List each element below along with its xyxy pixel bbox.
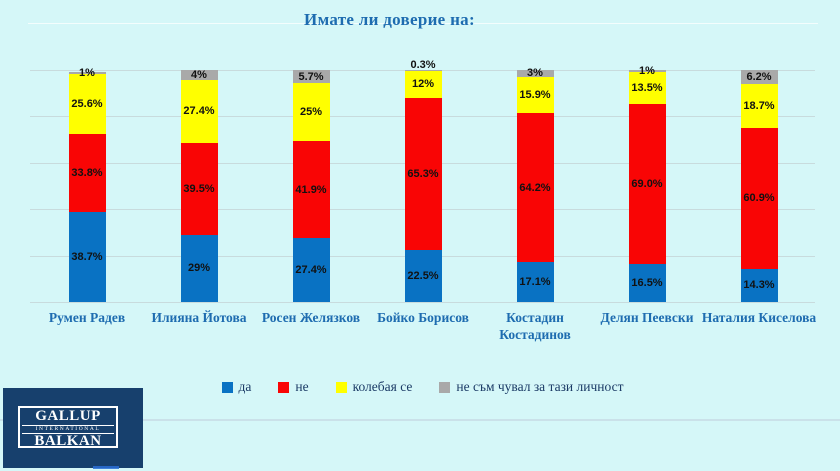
category-label: Наталия Киселова [701,310,817,325]
bar-segment: 1% [68,67,106,79]
legend-label: колебая се [352,379,413,394]
bar-5: 17.1% 64.2% 15.9% 3% [516,67,554,302]
segment-label: 69.0% [631,177,663,190]
bar-segment: 18.7% [740,84,778,128]
legend-swatch [278,381,290,393]
segment-label: 33.8% [71,167,103,180]
category-label: Илияна Йотова [151,310,247,325]
segment-label: 27.4% [295,264,327,277]
segment-label: 6.2% [746,70,772,83]
segment-label: 25.6% [71,98,103,111]
segment-label: 38.7% [71,251,103,264]
segment-label: 27.4% [183,105,215,118]
segment-label: 65.3% [407,168,439,181]
bar-2: 29% 39.5% 27.4% 4% [180,68,218,302]
legend-swatch [439,381,451,393]
category-label: Костадин Костадинов [499,310,571,342]
chart-title: Имате ли доверие на: [304,10,475,29]
bar-segment: 1% [628,65,666,77]
segment-label: 18.7% [743,99,775,112]
legend-swatch [335,381,347,393]
segment-label: 25% [299,106,323,119]
bar-segment: 5.7% [292,70,330,84]
segment-label: 29% [187,262,211,275]
legend-label: не съм чувал за тази личност [456,379,624,394]
bar-7: 14.3% 60.9% 18.7% 6.2% [740,69,778,302]
segment-label: 1% [79,67,95,80]
bar-segment: 33.8% [68,133,106,213]
bar-4: 22.5% 65.3% 12% 0.3% [404,59,442,302]
segment-label: 15.9% [519,88,551,101]
segment-label: 13.5% [631,82,663,94]
legend-item: колебая се [335,379,413,395]
bar-1: 38.7% 33.8% 25.6% 1% [68,67,106,302]
bar-segment: 41.9% [292,141,330,239]
bar-segment: 22.5% [404,249,442,302]
category-label: Делян Пеевски [600,310,694,325]
bar-segment: 0.3% [404,59,442,71]
bar-segment: 12% [404,70,442,99]
bar-segment: 60.9% [740,127,778,269]
segment-label: 17.1% [519,276,551,289]
bar-segment: 25.6% [68,74,106,134]
segment-label: 16.5% [631,276,663,289]
bar-segment: 6.2% [740,69,778,85]
segment-label: 12% [411,78,435,91]
gallup-logo-box: GALLUP INTERNATIONAL BALKAN [18,406,118,449]
bar-segment: 16.5% [628,263,666,302]
segment-label: 60.9% [743,192,775,205]
segment-label: 3% [527,67,543,80]
legend: да не колебая се не съм чувал за тази лично… [30,379,815,395]
bottom-divider-line [0,419,840,421]
bar-segment: 14.3% [740,268,778,302]
top-divider-line [28,23,818,24]
bar-segment: 64.2% [516,113,554,263]
logo-fineprint [93,466,119,469]
segment-label: 14.3% [743,279,775,292]
bar-segment: 25% [292,83,330,142]
legend-item: не съм чувал за тази личност [439,379,623,395]
segment-label: 41.9% [295,183,327,196]
bar-6: 16.5% 69.0% 13.5% 1% [628,65,666,302]
segment-label: 5.7% [298,70,324,83]
gridline [30,302,815,303]
bar-segment: 27.4% [292,238,330,302]
bar-segment: 29% [180,234,218,302]
legend-item: да [221,379,252,395]
bar-segment: 38.7% [68,212,106,302]
bar-segment: 3% [516,67,554,80]
bar-segment: 39.5% [180,143,218,235]
bar-3: 27.4% 41.9% 25% 5.7% [292,70,330,302]
legend-label: да [238,379,252,394]
legend-swatch [221,381,233,393]
logo-text-gallup: GALLUP [35,408,101,424]
segment-label: 22.5% [407,269,439,282]
bar-segment: 4% [180,68,218,81]
logo-text-balkan: BALKAN [34,432,102,449]
category-label: Бойко Борисов [377,310,469,325]
bar-segment: 17.1% [516,262,554,302]
logo-text-international: INTERNATIONAL [22,424,114,434]
bar-segment: 69.0% [628,103,666,264]
segment-label: 0.3% [410,58,436,71]
category-label: Румен Радев [48,310,126,325]
gallup-balkan-logo: GALLUP INTERNATIONAL BALKAN [3,388,143,468]
segment-label: 64.2% [519,181,551,194]
segment-label: 39.5% [183,182,215,195]
category-label: Росен Желязков [261,310,361,325]
segment-label: 1% [639,65,655,78]
segment-label: 4% [191,68,207,81]
bar-segment: 27.4% [180,79,218,144]
legend-item: не [278,379,309,395]
bar-segment: 13.5% [628,72,666,104]
bar-segment: 65.3% [404,98,442,250]
legend-label: не [295,379,309,394]
bar-segment: 15.9% [516,76,554,114]
